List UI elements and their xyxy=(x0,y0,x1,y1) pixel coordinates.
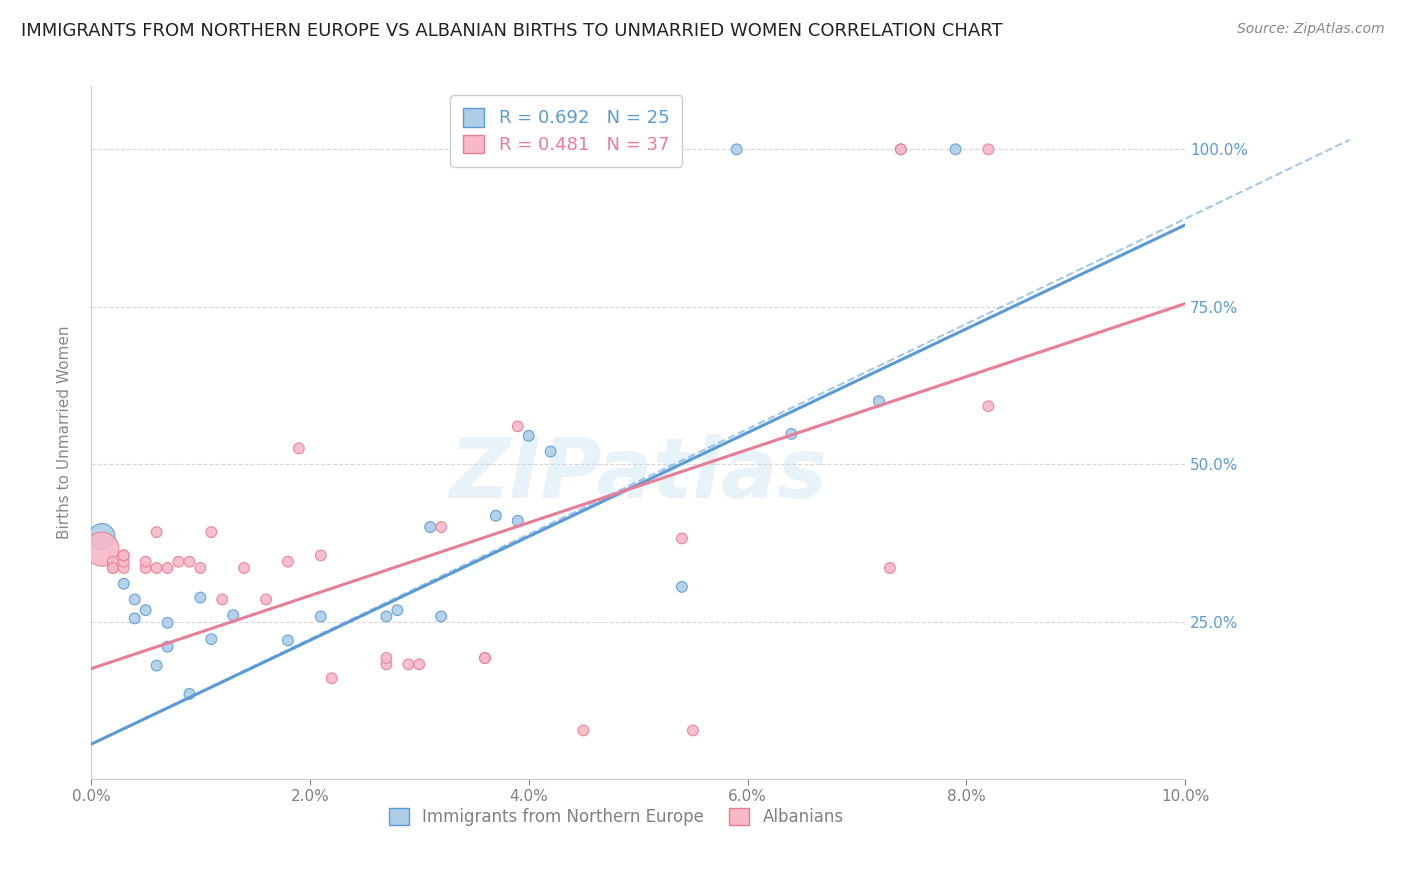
Point xyxy=(540,444,562,458)
Point xyxy=(977,399,1000,413)
Point xyxy=(890,142,912,156)
Point xyxy=(124,592,146,607)
Point xyxy=(485,508,508,523)
Point xyxy=(167,555,190,569)
Point xyxy=(112,549,135,563)
Point xyxy=(321,671,343,685)
Point xyxy=(190,591,212,605)
Point xyxy=(780,426,803,441)
Point xyxy=(156,561,179,575)
Point xyxy=(222,608,245,623)
Point xyxy=(101,555,124,569)
Point xyxy=(375,651,398,665)
Point xyxy=(945,142,967,156)
Point xyxy=(868,394,890,409)
Point xyxy=(200,632,222,647)
Point xyxy=(112,555,135,569)
Point xyxy=(474,651,496,665)
Point xyxy=(890,142,912,156)
Point xyxy=(430,609,453,624)
Point xyxy=(190,561,212,575)
Legend: Immigrants from Northern Europe, Albanians: Immigrants from Northern Europe, Albania… xyxy=(382,801,851,833)
Point xyxy=(254,592,277,607)
Point xyxy=(200,525,222,540)
Point xyxy=(124,611,146,625)
Text: ZIPatlas: ZIPatlas xyxy=(449,434,827,515)
Y-axis label: Births to Unmarried Women: Births to Unmarried Women xyxy=(58,326,72,540)
Point xyxy=(627,142,650,156)
Point xyxy=(135,561,157,575)
Point xyxy=(506,514,529,528)
Point xyxy=(309,609,332,624)
Point xyxy=(135,555,157,569)
Point xyxy=(135,603,157,617)
Point xyxy=(375,657,398,672)
Point xyxy=(671,580,693,594)
Point xyxy=(277,633,299,648)
Text: Source: ZipAtlas.com: Source: ZipAtlas.com xyxy=(1237,22,1385,37)
Point xyxy=(474,651,496,665)
Point xyxy=(179,687,201,701)
Point xyxy=(879,561,901,575)
Point xyxy=(396,657,419,672)
Point xyxy=(419,520,441,534)
Point xyxy=(101,561,124,575)
Point xyxy=(156,640,179,654)
Point xyxy=(101,561,124,575)
Point xyxy=(430,520,453,534)
Point xyxy=(572,723,595,738)
Point xyxy=(145,658,167,673)
Point xyxy=(112,576,135,591)
Point xyxy=(375,609,398,624)
Point xyxy=(408,657,430,672)
Point xyxy=(211,592,233,607)
Point xyxy=(145,525,167,540)
Point xyxy=(233,561,256,575)
Point xyxy=(112,549,135,563)
Point xyxy=(671,532,693,546)
Point xyxy=(156,615,179,630)
Point xyxy=(309,549,332,563)
Point xyxy=(977,142,1000,156)
Point xyxy=(112,561,135,575)
Point xyxy=(145,561,167,575)
Text: IMMIGRANTS FROM NORTHERN EUROPE VS ALBANIAN BIRTHS TO UNMARRIED WOMEN CORRELATIO: IMMIGRANTS FROM NORTHERN EUROPE VS ALBAN… xyxy=(21,22,1002,40)
Point xyxy=(506,419,529,434)
Point xyxy=(725,142,748,156)
Point xyxy=(288,442,311,456)
Point xyxy=(90,529,112,543)
Point xyxy=(90,542,112,557)
Point xyxy=(179,555,201,569)
Point xyxy=(387,603,409,617)
Point xyxy=(277,555,299,569)
Point xyxy=(517,429,540,443)
Point xyxy=(682,723,704,738)
